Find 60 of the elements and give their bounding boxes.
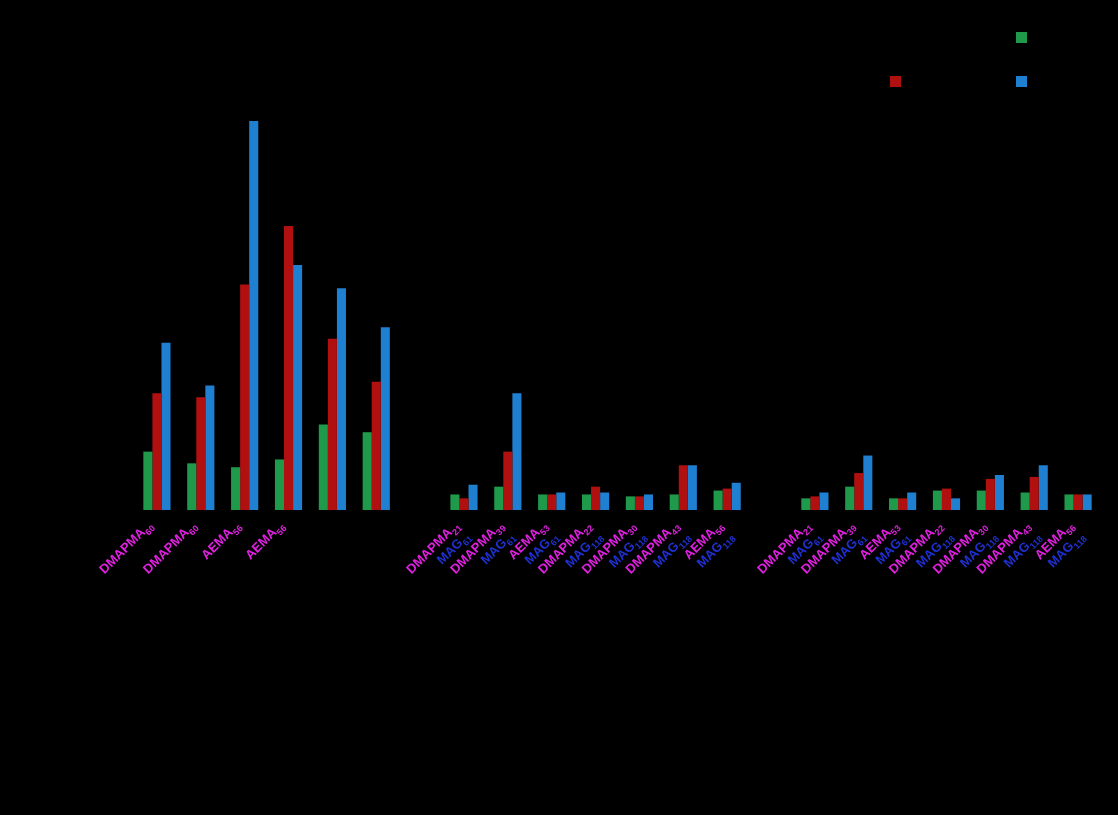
bar — [249, 121, 259, 510]
bar — [547, 494, 557, 510]
bar — [1029, 476, 1039, 510]
bar — [240, 284, 250, 510]
bar — [801, 498, 811, 510]
bar — [336, 288, 346, 510]
bar — [468, 484, 478, 510]
bar — [459, 498, 469, 510]
bar — [371, 381, 381, 510]
bar — [293, 264, 303, 510]
bar — [187, 463, 197, 510]
bar — [907, 492, 917, 510]
bar — [450, 494, 460, 510]
bar — [231, 467, 241, 510]
bar — [678, 465, 688, 510]
bar — [810, 496, 820, 510]
bar — [503, 451, 513, 510]
bar — [196, 397, 206, 510]
bar — [380, 327, 390, 510]
bar — [941, 488, 952, 510]
bar — [1020, 492, 1030, 510]
bar — [863, 455, 873, 510]
bar — [845, 486, 855, 510]
bar — [591, 486, 601, 510]
bar — [932, 490, 942, 510]
bar — [889, 498, 899, 510]
bar — [722, 488, 732, 510]
bar — [713, 490, 723, 510]
bar — [1073, 494, 1083, 510]
bar — [994, 474, 1004, 510]
bar — [819, 492, 829, 510]
bar — [731, 482, 741, 510]
bar — [494, 486, 504, 510]
bar — [634, 496, 644, 510]
bar — [318, 424, 328, 510]
bar — [581, 494, 592, 510]
bar — [152, 393, 162, 510]
bar — [327, 338, 337, 510]
bar — [538, 494, 548, 510]
bar — [898, 498, 908, 510]
bar — [1082, 494, 1092, 510]
bar — [669, 494, 679, 510]
bar — [1064, 494, 1074, 510]
bar — [274, 459, 284, 510]
bar — [205, 385, 215, 510]
bar — [362, 432, 372, 510]
bar — [556, 492, 566, 510]
bar — [854, 473, 864, 510]
bar — [512, 393, 522, 510]
bar — [976, 490, 986, 510]
bar — [951, 498, 961, 510]
bar — [625, 496, 635, 510]
bar — [600, 492, 610, 510]
bar — [143, 451, 153, 510]
bar — [687, 465, 697, 510]
bar — [643, 494, 654, 510]
bar — [161, 342, 171, 510]
bar — [283, 226, 294, 510]
bar — [985, 478, 995, 510]
bar — [1038, 465, 1048, 510]
